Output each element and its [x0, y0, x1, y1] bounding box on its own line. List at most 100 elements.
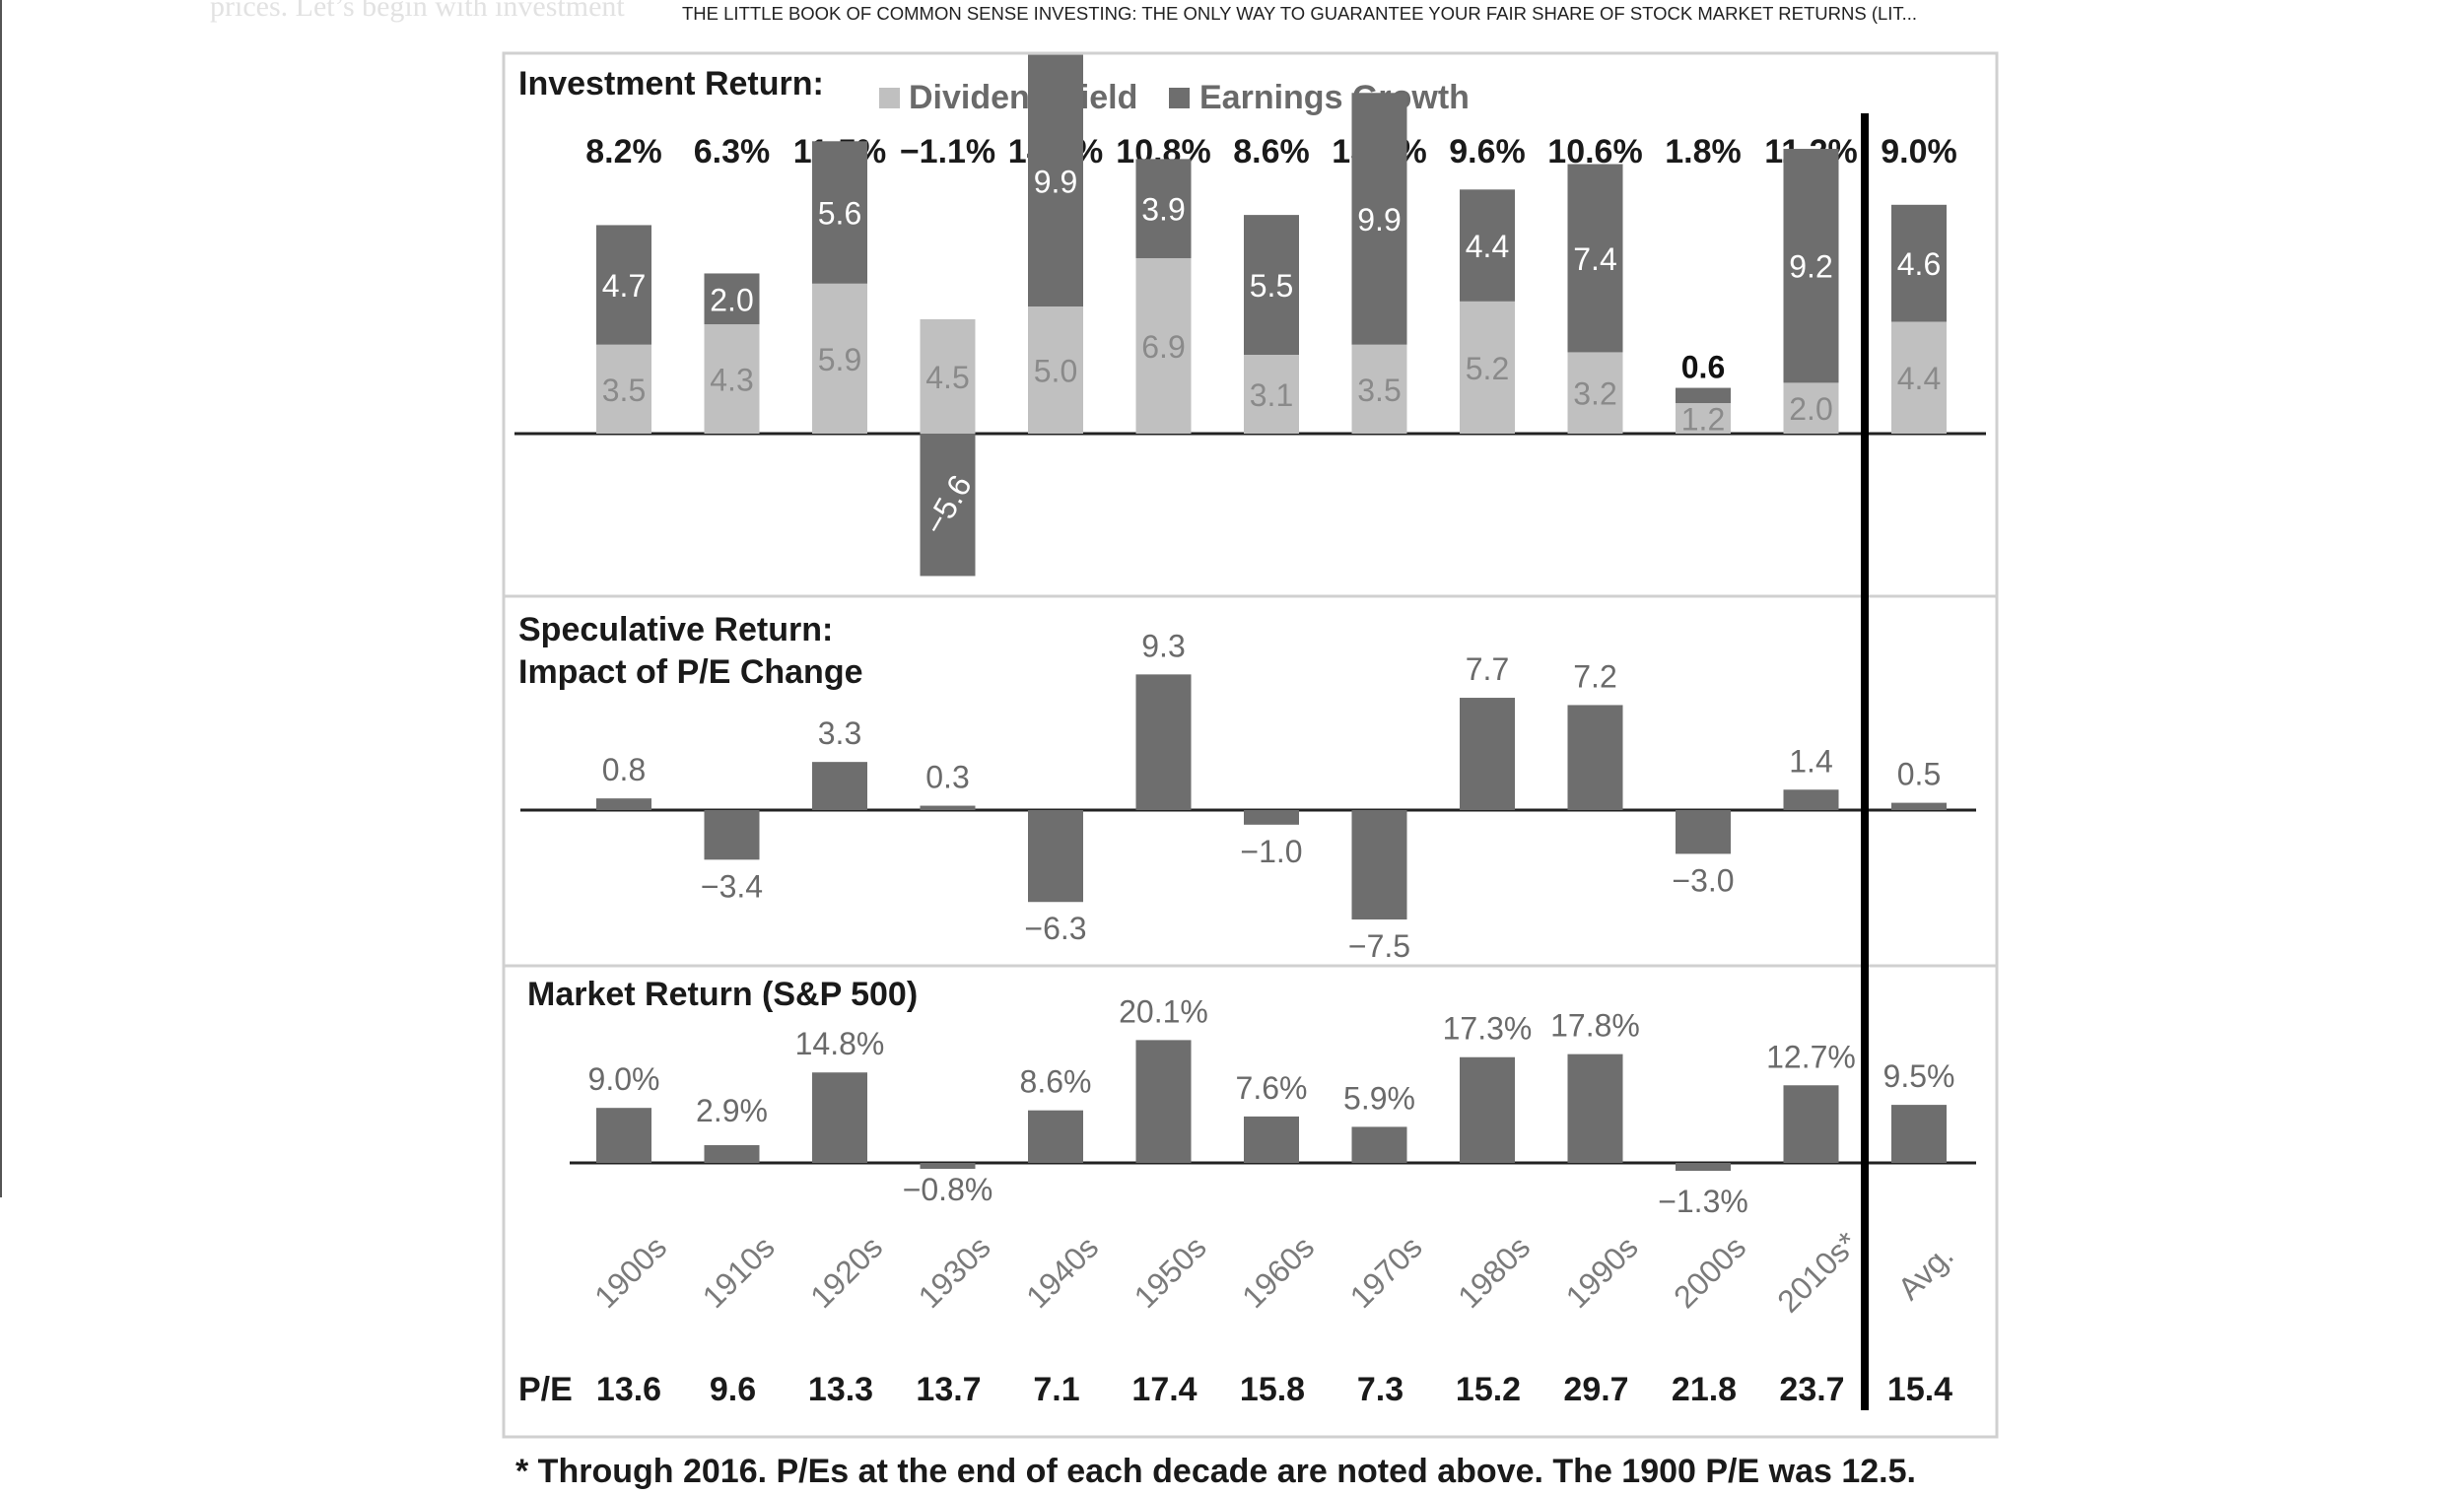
speculative-return-value-label: −3.4: [701, 868, 763, 904]
book-title-tooltip: THE LITTLE BOOK OF COMMON SENSE INVESTIN…: [680, 3, 1917, 31]
market-return-bar: [812, 1072, 867, 1163]
background-text: prices. Let’s begin with investment: [210, 0, 625, 23]
market-return-bar: [704, 1145, 760, 1163]
dividend-yield-bar: [1135, 257, 1192, 434]
legend-swatch-dividend-yield: [879, 88, 900, 108]
speculative-return-bar: [1676, 810, 1731, 854]
investment-total-label: 6.3%: [694, 133, 771, 170]
legend: Dividend Yield Earnings Growth: [879, 79, 1470, 116]
market-return-value-label: 14.8%: [795, 1026, 885, 1061]
dividend-yield-bar: [920, 318, 976, 434]
dividend-yield-bar: [1028, 306, 1083, 434]
dividend-yield-value-label: 3.1: [1250, 377, 1293, 413]
panel-market-return: [502, 964, 1999, 1439]
market-return-value-label: 20.1%: [1119, 993, 1208, 1029]
pe-value: 9.6: [710, 1371, 756, 1408]
earnings-growth-bar: [920, 434, 976, 577]
earnings-growth-value-label: 4.6: [1897, 246, 1941, 282]
market-return-bar: [1028, 1110, 1083, 1163]
legend-swatch-earnings-growth: [1169, 88, 1190, 108]
earnings-growth-bar: [704, 273, 760, 325]
market-return-bar: [1244, 1116, 1299, 1163]
speculative-return-value-label: 7.2: [1573, 658, 1616, 694]
market-return-bar: [1351, 1126, 1407, 1163]
dividend-yield-value-label: 2.0: [1789, 391, 1832, 427]
speculative-return-value-label: 7.7: [1466, 651, 1509, 687]
dividend-yield-bar: [596, 344, 651, 434]
speculative-return-bar: [1028, 810, 1083, 903]
market-return-bar: [920, 1163, 976, 1169]
investment-total-label: 8.2%: [585, 133, 662, 170]
investment-total-labels: 8.2%6.3%11.5%−1.1%14.9%10.8%8.6%13.4%9.6…: [585, 133, 1957, 170]
speculative-return-bar: [812, 762, 867, 810]
dividend-yield-bar: [1783, 382, 1839, 434]
earnings-growth-bar: [1783, 149, 1839, 383]
dividend-yield-value-label: 1.2: [1681, 402, 1725, 438]
market-return-value-label: 17.3%: [1443, 1011, 1533, 1047]
market-return-value-label: 7.6%: [1236, 1070, 1308, 1106]
pe-value: 15.8: [1240, 1371, 1305, 1408]
dividend-yield-bar: [704, 324, 760, 434]
dividend-yield-value-label: 5.9: [818, 342, 861, 377]
earnings-growth-bar: [1028, 54, 1083, 306]
market-return-bar: [1567, 1054, 1623, 1163]
dividend-yield-value-label: 3.5: [1357, 373, 1401, 408]
earnings-growth-bar: [1351, 93, 1407, 345]
speculative-return-value-label: 3.3: [818, 715, 861, 751]
page-left-edge: [0, 0, 2, 1197]
dividend-yield-bar: [1891, 321, 1947, 434]
market-return-bar: [1891, 1105, 1947, 1163]
earnings-growth-bar: [1135, 159, 1192, 258]
dividend-yield-bar: [1567, 352, 1623, 434]
earnings-growth-value-label: 2.0: [710, 282, 753, 317]
dividend-yield-value-label: 4.5: [925, 360, 969, 395]
market-return-bars: 9.0% 2.9% 14.8% −0.8% 8.6% 20.1% 7.6% 5.9% 17.3%…: [588, 993, 1955, 1219]
market-return-title: Market Return (S&P 500): [527, 976, 918, 1013]
market-return-value-label: 17.8%: [1550, 1008, 1640, 1044]
pe-value: 23.7: [1779, 1371, 1844, 1408]
speculative-return-bar: [1460, 698, 1515, 810]
earnings-growth-value-label: 4.7: [602, 268, 646, 304]
earnings-growth-value-label: 9.2: [1789, 249, 1832, 285]
market-return-bar: [596, 1108, 651, 1163]
investment-total-label: 1.8%: [1665, 133, 1742, 170]
market-return-value-label: 9.5%: [1883, 1058, 1955, 1094]
pe-value: 15.4: [1887, 1371, 1952, 1408]
speculative-return-value-label: −6.3: [1024, 911, 1086, 946]
speculative-return-bar: [1891, 802, 1947, 810]
earnings-growth-bar: [1891, 204, 1947, 322]
market-return-bar: [1135, 1040, 1192, 1163]
earnings-growth-bar: [596, 225, 651, 345]
legend-label-dividend-yield: Dividend Yield: [909, 79, 1137, 116]
market-return-value-label: 5.9%: [1343, 1080, 1415, 1116]
pe-value: 13.7: [916, 1371, 981, 1408]
speculative-return-bar: [1244, 810, 1299, 825]
speculative-return-value-label: 1.4: [1789, 743, 1832, 779]
earnings-growth-value-label: 9.9: [1034, 164, 1077, 199]
speculative-return-bar: [920, 805, 976, 810]
panel-speculative-return: [502, 594, 1999, 968]
pe-value: 13.3: [808, 1371, 873, 1408]
pe-value: 29.7: [1563, 1371, 1628, 1408]
earnings-growth-value-label: 5.6: [818, 196, 861, 232]
investment-total-label: 9.6%: [1449, 133, 1526, 170]
speculative-return-bars: 0.8 −3.4 3.3 0.3 −6.3 9.3 −1.0 −7.5 7.7 7.2 −3.0 1.…: [596, 628, 1947, 964]
investment-total-label: 9.0%: [1881, 133, 1957, 170]
speculative-return-bar: [1567, 705, 1623, 810]
market-return-value-label: −0.8%: [903, 1172, 993, 1207]
earnings-growth-value-label: 5.5: [1250, 268, 1293, 304]
dividend-yield-value-label: 5.2: [1466, 351, 1509, 386]
dividend-yield-bar: [1351, 344, 1407, 434]
dividend-yield-bar: [1676, 403, 1731, 434]
market-return-value-label: 9.0%: [588, 1061, 660, 1097]
speculative-return-title-line-2: Impact of P/E Change: [518, 653, 863, 691]
dividend-yield-value-label: 4.4: [1897, 361, 1941, 396]
earnings-growth-bar: [1567, 164, 1623, 353]
pe-value: 21.8: [1672, 1371, 1737, 1408]
earnings-growth-bar: [1460, 189, 1515, 302]
earnings-growth-value-label: 3.9: [1141, 192, 1185, 228]
dividend-yield-bar: [1460, 301, 1515, 434]
market-return-bar: [1676, 1163, 1731, 1172]
market-return-value-label: 2.9%: [696, 1093, 768, 1128]
